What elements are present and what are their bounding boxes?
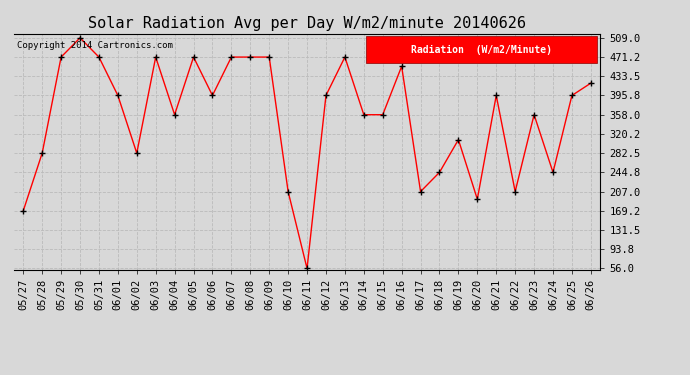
FancyBboxPatch shape — [366, 36, 598, 63]
Text: Copyright 2014 Cartronics.com: Copyright 2014 Cartronics.com — [17, 41, 172, 50]
Title: Solar Radiation Avg per Day W/m2/minute 20140626: Solar Radiation Avg per Day W/m2/minute … — [88, 16, 526, 31]
Text: Radiation  (W/m2/Minute): Radiation (W/m2/Minute) — [411, 45, 552, 55]
